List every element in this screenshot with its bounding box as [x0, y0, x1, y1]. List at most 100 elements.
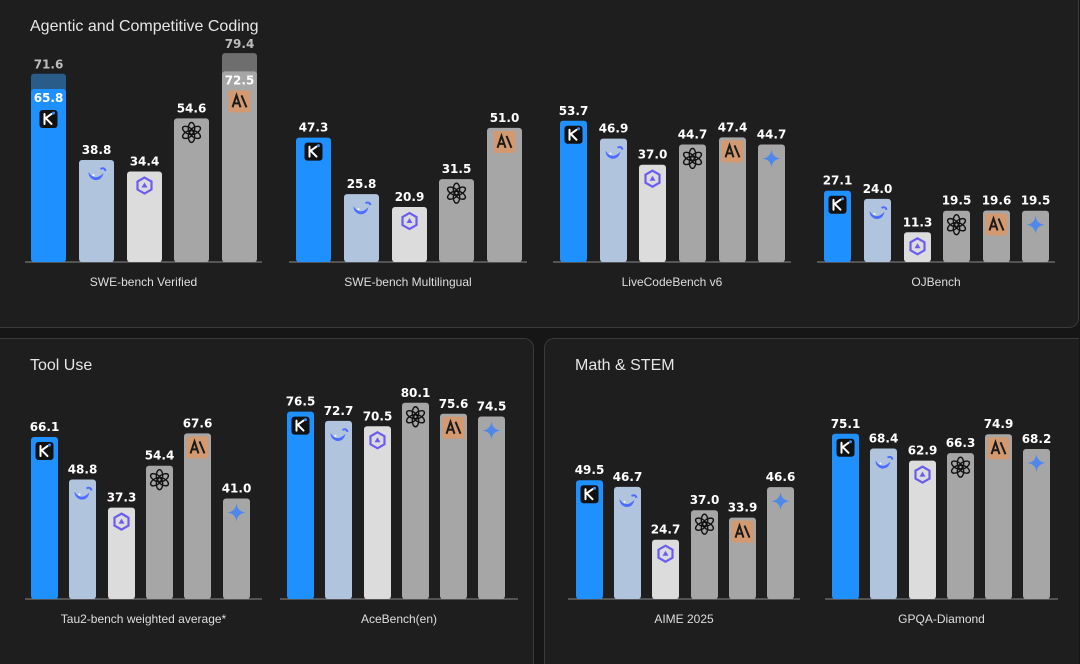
bar-value-label: 19.5	[942, 194, 972, 208]
category-label: AceBench(en)	[361, 612, 437, 626]
bar-value-label: 31.5	[442, 162, 472, 176]
bar-anthropic	[487, 127, 522, 263]
bar-anthropic	[719, 137, 746, 262]
bar-value-label: 37.3	[107, 491, 137, 505]
chart-group: SWE-bench Verified 71.6 65.8 38.8 34.4 54.6 79…	[25, 37, 262, 289]
bar-openai	[947, 453, 974, 599]
anthropic-logo-icon	[442, 416, 465, 439]
deepseek-logo-icon	[605, 145, 624, 159]
bar-value-label: 47.4	[718, 120, 748, 134]
bar-value-label: 33.9	[728, 501, 758, 515]
gemini-logo-icon	[482, 421, 501, 440]
bar-value-label: 46.7	[613, 470, 643, 484]
anthropic-logo-icon	[228, 90, 251, 113]
bar-value-label: 68.4	[869, 432, 899, 446]
bar-extra-value-label: 79.4	[225, 37, 255, 51]
bar-value-label: 76.5	[286, 395, 316, 409]
bar-anthropic	[184, 433, 211, 599]
deepseek-logo-icon	[74, 486, 93, 500]
bar-anthropic	[440, 413, 467, 599]
panel-title: Tool Use	[30, 357, 93, 374]
chart-group: SWE-bench Multilingual 47.3 25.8 20.9 31.5 51…	[289, 111, 527, 289]
bar-anthropic	[222, 71, 257, 262]
panel-title: Agentic and Competitive Coding	[30, 18, 259, 35]
gemini-logo-icon	[227, 503, 246, 522]
gemini-logo-icon	[762, 149, 781, 168]
bar-deepseek	[870, 448, 897, 599]
bar-value-label: 66.1	[30, 420, 60, 434]
deepseek-logo-icon	[330, 428, 349, 441]
qwen-logo-icon	[644, 169, 661, 188]
bar-qwen	[127, 171, 162, 262]
bar-value-label: 38.8	[82, 143, 112, 157]
bar-value-label: 48.8	[68, 462, 98, 476]
kimi-logo-icon	[35, 442, 54, 461]
bar-value-label: 37.0	[638, 148, 668, 162]
bar-value-label: 66.3	[946, 436, 976, 450]
bar-value-label: 49.5	[575, 463, 605, 477]
bar-value-label: 74.5	[477, 399, 507, 413]
bar-openai	[174, 118, 209, 262]
bar-qwen	[364, 426, 391, 599]
bar-gemini	[223, 498, 250, 599]
bar-value-label: 68.2	[1022, 432, 1052, 446]
bar-deepseek	[344, 194, 379, 262]
kimi-logo-icon	[828, 195, 847, 214]
bar-value-label: 46.9	[599, 122, 629, 136]
bar-value-label: 20.9	[395, 190, 425, 204]
bar-gemini	[767, 487, 794, 599]
qwen-logo-icon	[914, 465, 931, 484]
category-label: Tau2-bench weighted average*	[61, 612, 227, 626]
openai-logo-icon	[950, 456, 971, 478]
qwen-logo-icon	[909, 237, 926, 256]
chart-group: AceBench(en) 76.5 72.7 70.5 80.1 75.6 74.5	[280, 386, 518, 626]
qwen-logo-icon	[113, 512, 130, 531]
bar-kimi	[296, 137, 331, 262]
bar-qwen	[639, 164, 666, 262]
bar-qwen	[108, 507, 135, 599]
gemini-logo-icon	[1026, 215, 1045, 234]
bar-value-label: 65.8	[34, 91, 64, 105]
bar-kimi	[31, 88, 66, 262]
bar-gemini	[1022, 210, 1049, 262]
chart-group: LiveCodeBench v6 53.7 46.9 37.0 44.7 47.4 44.7	[553, 104, 791, 289]
qwen-logo-icon	[136, 176, 153, 195]
category-label: OJBench	[911, 275, 960, 289]
gemini-logo-icon	[771, 492, 790, 511]
bar-value-label: 44.7	[678, 127, 708, 141]
openai-logo-icon	[694, 513, 715, 535]
bar-openai	[691, 510, 718, 599]
bar-value-label: 24.7	[651, 523, 681, 537]
bar-value-label: 70.5	[363, 409, 393, 423]
qwen-logo-icon	[657, 544, 674, 563]
bar-qwen	[909, 460, 936, 599]
bar-kimi	[287, 411, 314, 599]
bar-value-label: 54.4	[145, 449, 175, 463]
bar-value-label: 44.7	[757, 127, 787, 141]
bar-openai	[679, 144, 706, 262]
bar-deepseek	[69, 479, 96, 599]
gemini-logo-icon	[1027, 453, 1046, 472]
bar-openai	[146, 465, 173, 599]
kimi-logo-icon	[304, 142, 323, 161]
bar-gemini	[1023, 448, 1050, 599]
deepseek-logo-icon	[88, 167, 107, 181]
bar-value-label: 67.6	[183, 416, 213, 430]
deepseek-logo-icon	[875, 455, 894, 469]
bar-deepseek	[325, 420, 352, 599]
bar-value-label: 11.3	[903, 215, 933, 229]
bar-value-label: 54.6	[177, 101, 207, 115]
bar-value-label: 19.6	[982, 193, 1012, 207]
anthropic-logo-icon	[731, 520, 754, 543]
bar-qwen	[652, 539, 679, 599]
bar-extra-value-label: 71.6	[34, 58, 64, 72]
deepseek-logo-icon	[869, 206, 888, 219]
bar-value-label: 47.3	[299, 121, 329, 135]
bar-value-label: 72.7	[324, 404, 354, 418]
bar-kimi	[560, 120, 587, 262]
bar-deepseek	[614, 486, 641, 599]
bar-value-label: 53.7	[559, 104, 589, 118]
openai-logo-icon	[405, 406, 426, 428]
category-label: AIME 2025	[654, 612, 714, 626]
kimi-logo-icon	[291, 416, 310, 435]
